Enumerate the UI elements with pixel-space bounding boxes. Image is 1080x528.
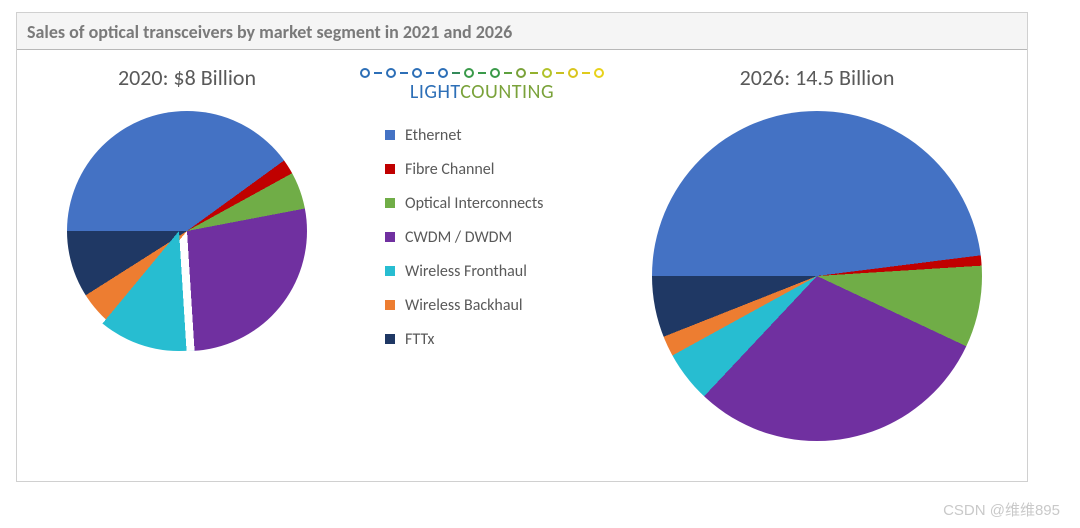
logo-word-counting: COUNTING	[460, 80, 554, 104]
legend-item: Ethernet	[385, 126, 607, 146]
legend-swatch	[385, 198, 395, 208]
watermark: CSDN @维维895	[943, 499, 1060, 520]
legend-item: Optical Interconnects	[385, 194, 607, 214]
logo-connector-icon	[556, 72, 564, 74]
logo-dot-icon	[438, 68, 448, 78]
legend-item: Wireless Backhaul	[385, 296, 607, 316]
legend-swatch	[385, 130, 395, 140]
logo-dot-icon	[490, 68, 500, 78]
legend-label: Wireless Fronthaul	[405, 262, 527, 282]
legend-swatch	[385, 266, 395, 276]
left-pie-wrap	[67, 111, 307, 351]
legend-item: FTTx	[385, 330, 607, 350]
logo-connector-icon	[452, 72, 460, 74]
logo-connector-icon	[374, 72, 382, 74]
logo-connector-icon	[426, 72, 434, 74]
lightcounting-logo: LIGHTCOUNTING	[357, 68, 607, 104]
logo-dot-icon	[542, 68, 552, 78]
chart-card: Sales of optical transceivers by market …	[16, 12, 1028, 482]
legend-column: LIGHTCOUNTING Ethernet Fibre Channel Optic…	[357, 50, 607, 478]
pie-exploded-slice	[59, 111, 299, 351]
logo-dot-icon	[516, 68, 526, 78]
logo-connector-icon	[582, 72, 590, 74]
logo-connector-icon	[400, 72, 408, 74]
legend-label: Fibre Channel	[405, 160, 494, 180]
legend-label: Ethernet	[405, 126, 462, 146]
right-pie-wrap	[652, 111, 982, 441]
logo-connector-icon	[478, 72, 486, 74]
legend: Ethernet Fibre Channel Optical Interconnec…	[385, 126, 607, 350]
left-pie-title: 2020: $8 Billion	[17, 64, 357, 91]
card-content: 2020: $8 Billion LIGHTCOUNTING Ethernet F…	[17, 50, 1027, 478]
legend-swatch	[385, 300, 395, 310]
legend-item: Wireless Fronthaul	[385, 262, 607, 282]
right-pie	[652, 111, 982, 441]
right-pie-title: 2026: 14.5 Billion	[607, 64, 1027, 91]
logo-dot-icon	[464, 68, 474, 78]
logo-connector-icon	[530, 72, 538, 74]
legend-swatch	[385, 232, 395, 242]
legend-item: Fibre Channel	[385, 160, 607, 180]
legend-item: CWDM / DWDM	[385, 228, 607, 248]
right-pie-column: 2026: 14.5 Billion	[607, 50, 1027, 478]
logo-dot-icon	[594, 68, 604, 78]
logo-dot-icon	[412, 68, 422, 78]
card-title-bar: Sales of optical transceivers by market …	[17, 13, 1027, 50]
left-pie-column: 2020: $8 Billion	[17, 50, 357, 478]
legend-swatch	[385, 164, 395, 174]
legend-label: FTTx	[405, 330, 434, 350]
logo-dot-icon	[360, 68, 370, 78]
logo-dot-row	[357, 68, 607, 78]
legend-label: Wireless Backhaul	[405, 296, 523, 316]
legend-swatch	[385, 334, 395, 344]
legend-label: CWDM / DWDM	[405, 228, 512, 248]
logo-dot-icon	[386, 68, 396, 78]
card-title: Sales of optical transceivers by market …	[27, 21, 1017, 43]
logo-connector-icon	[504, 72, 512, 74]
legend-label: Optical Interconnects	[405, 194, 543, 214]
logo-word-light: LIGHT	[410, 80, 460, 104]
logo-dot-icon	[568, 68, 578, 78]
logo-wordmark: LIGHTCOUNTING	[357, 80, 607, 104]
